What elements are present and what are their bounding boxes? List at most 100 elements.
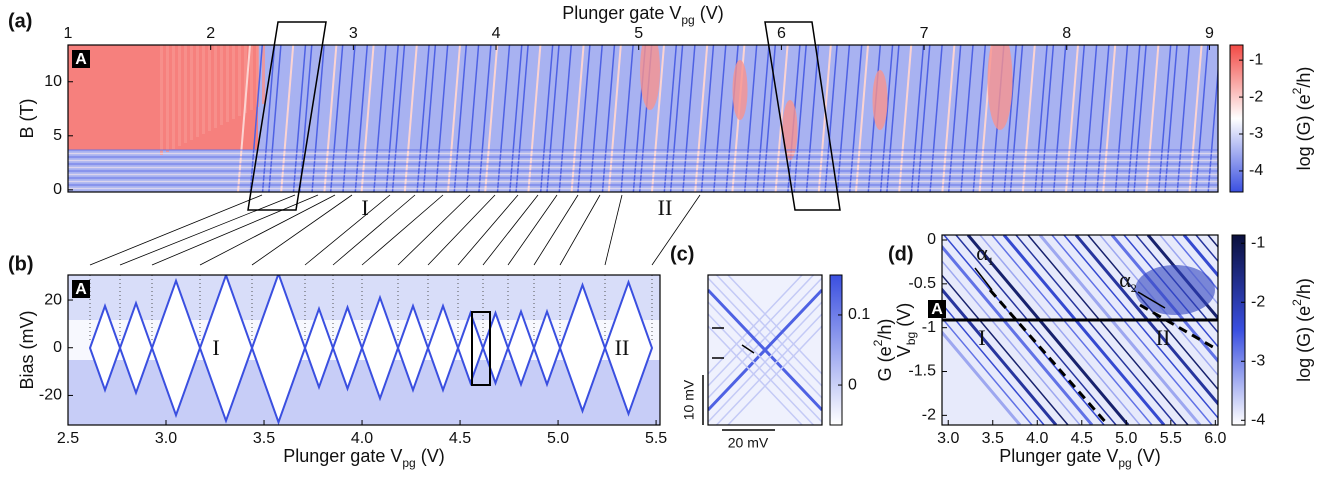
connector [89, 194, 263, 266]
red-streak [160, 45, 163, 155]
y-tick-label: -20 [39, 387, 62, 404]
colorbar-label: log (G) (e2/h) [1290, 67, 1314, 171]
x-tick-label: 7 [920, 25, 929, 42]
connector [507, 194, 558, 266]
arrow [741, 344, 755, 354]
colorbar [1231, 234, 1246, 426]
red-streak [166, 45, 169, 152]
x-tick-label: 6.0 [1204, 430, 1226, 447]
panel-label: (d) [888, 243, 914, 265]
connector [251, 194, 353, 266]
red-streak [208, 45, 211, 131]
red-streak [214, 45, 217, 128]
red-blob [987, 45, 1013, 130]
connector [397, 194, 471, 266]
label-part: α [976, 240, 988, 265]
inset-label: A [75, 281, 87, 298]
resonance [1015, 235, 1177, 425]
panel-label: (b) [8, 253, 34, 275]
red-streak [232, 45, 235, 119]
red-streak [178, 45, 181, 146]
colorbar-tick-label: -4 [1249, 162, 1263, 179]
cross [708, 277, 822, 399]
connector [482, 194, 539, 266]
colorbar-tick-label: -4 [1251, 411, 1265, 428]
x-tick-label: 1 [64, 25, 73, 42]
label-part: /h) [875, 319, 895, 340]
label-part: (V) [695, 3, 724, 23]
x-tick-label: 3 [349, 25, 358, 42]
connector [332, 194, 416, 266]
colorbar-tick-label: -1 [1251, 234, 1265, 251]
plot-frame [67, 274, 661, 426]
red-streak [220, 45, 223, 125]
x-axis-label: Plunger gate Vpg (V) [562, 3, 723, 27]
resonance [942, 259, 1081, 425]
x-tick-label: 3.5 [253, 430, 275, 447]
colorbar-tick-label: 0.1 [848, 306, 870, 323]
annotation: II [1156, 325, 1171, 350]
red-streak [244, 45, 247, 113]
inset-box [72, 280, 90, 298]
y-tick-label: 0 [927, 231, 936, 248]
y-tick-label: -2 [922, 407, 936, 424]
heatmap [708, 275, 822, 425]
x-tick-label: 5.5 [1160, 430, 1182, 447]
x-tick-label: 2.5 [57, 430, 79, 447]
slope-line [1139, 303, 1219, 352]
x-axis-label: Plunger gate Vpg (V) [283, 446, 444, 470]
resonance [1110, 235, 1218, 364]
connector [199, 194, 336, 266]
x-tick-label: 4.5 [1071, 430, 1093, 447]
x-tick-label: 5.0 [547, 430, 569, 447]
y-tick-label: -1.5 [908, 363, 936, 380]
x-tick-label: 5 [634, 25, 643, 42]
x-tick-label: 5.5 [645, 430, 667, 447]
annotation: II [615, 335, 630, 360]
resonance [942, 287, 1058, 425]
x-tick-label: 3.0 [155, 430, 177, 447]
x-axis-label: Plunger gate Vpg (V) [999, 446, 1160, 470]
label-part: Plunger gate V [999, 446, 1118, 466]
colorbar [829, 274, 843, 426]
resonance [991, 235, 1153, 425]
label-part: log (G) (e [1294, 306, 1314, 382]
label-part: 2 [1290, 87, 1304, 94]
resonance [966, 235, 1130, 425]
label-part: G (e [875, 346, 895, 381]
label-part: Plunger gate V [283, 446, 402, 466]
connector [361, 194, 444, 266]
upper-band [68, 275, 660, 320]
x-tick-label: 4.5 [449, 430, 471, 447]
x-tick-label: 5.0 [1115, 430, 1137, 447]
annotation: II [658, 195, 673, 220]
resonance [1074, 235, 1218, 406]
red-blob [732, 60, 748, 120]
resonance [1182, 235, 1218, 278]
y-tick-label: 0 [53, 339, 62, 356]
resonance [942, 274, 1069, 425]
resonance [1002, 235, 1166, 425]
resonance [942, 330, 1022, 425]
x-tick-label: 3.5 [982, 430, 1004, 447]
cross [708, 275, 804, 375]
red-streak [172, 45, 175, 149]
y-axis-label: Vbg (V) [894, 303, 918, 357]
plot-frame [707, 274, 823, 426]
y-tick-label: 0 [53, 181, 62, 198]
resonance [942, 316, 1033, 425]
resonance [942, 302, 1045, 425]
resonance [1123, 235, 1218, 348]
inset-box [72, 50, 90, 68]
resonance [1087, 235, 1218, 391]
y-tick-label: 5 [53, 127, 62, 144]
x-tick-label: 4.0 [1026, 430, 1048, 447]
label-part: Plunger gate V [562, 3, 681, 23]
colorbar-tick-label: -3 [1249, 125, 1263, 142]
connector [457, 194, 519, 266]
x-tick-label: 4.0 [351, 430, 373, 447]
label-part: log (G) (e [1294, 94, 1314, 170]
resonance [955, 235, 1117, 425]
colorbar-label: log (G) (e2/h) [1290, 278, 1314, 382]
